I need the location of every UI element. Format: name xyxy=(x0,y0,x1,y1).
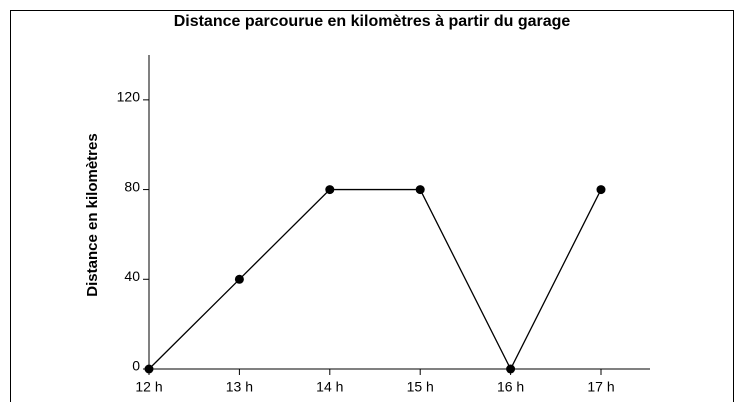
x-tick-label: 16 h xyxy=(497,379,524,395)
line xyxy=(148,188,602,371)
point xyxy=(325,185,335,195)
point xyxy=(144,364,154,374)
chart-title: Distance parcourue en kilomètres à parti… xyxy=(174,13,571,30)
point xyxy=(506,364,516,374)
frame xyxy=(10,10,734,402)
y-axis-title: Distance en kilomètres xyxy=(84,133,101,296)
point xyxy=(596,185,606,195)
point xyxy=(415,185,425,195)
y-tick-label: 120 xyxy=(117,89,141,105)
point xyxy=(234,274,244,284)
x-tick-label: 12 h xyxy=(135,379,162,395)
x-tick-label: 15 h xyxy=(407,379,434,395)
x-tick-label: 14 h xyxy=(316,379,343,395)
x-tick-label: 17 h xyxy=(587,379,614,395)
x-tick-label: 13 h xyxy=(226,379,253,395)
y-tick-label: 40 xyxy=(124,268,140,284)
y-tick-label: 80 xyxy=(124,178,140,194)
y-tick-label: 0 xyxy=(132,358,140,374)
